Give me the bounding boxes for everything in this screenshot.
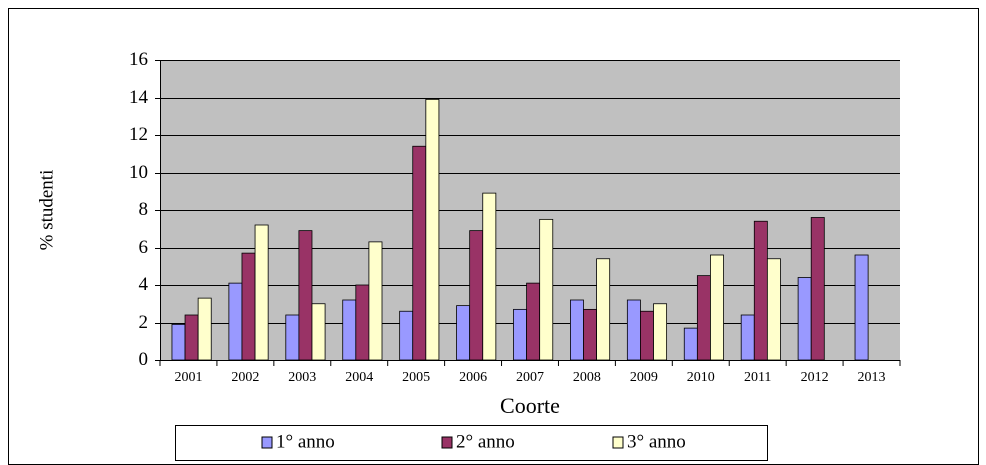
x-tick-label: 2007	[516, 370, 544, 385]
x-tick-label: 2002	[231, 370, 259, 385]
x-tick-label: 2009	[630, 370, 658, 385]
bar	[526, 282, 541, 361]
legend-swatch	[441, 436, 453, 449]
bar	[740, 314, 755, 361]
x-axis-label: Coorte	[500, 393, 560, 418]
bar	[753, 220, 768, 361]
bar	[797, 277, 812, 361]
bar	[583, 308, 597, 361]
legend	[175, 425, 768, 461]
x-tick-label: 2013	[858, 370, 886, 385]
bar	[710, 254, 724, 361]
bar	[355, 284, 370, 361]
x-tick-label: 2001	[174, 370, 202, 385]
bar	[171, 323, 186, 361]
x-tick-label: 2003	[288, 370, 316, 385]
bar	[626, 299, 641, 361]
bar	[482, 192, 497, 361]
bar	[766, 258, 781, 361]
bar	[197, 297, 212, 361]
bar	[596, 258, 611, 361]
bar	[285, 314, 300, 361]
y-tick-label: 0	[139, 349, 149, 370]
bar	[254, 224, 269, 361]
bar	[469, 230, 484, 361]
x-tick-label: 2011	[744, 370, 771, 385]
bar	[513, 308, 527, 361]
bar	[539, 218, 554, 361]
y-tick-label: 12	[129, 124, 148, 145]
y-tick-label: 16	[129, 49, 148, 70]
bar	[228, 282, 243, 361]
bar	[683, 327, 698, 361]
legend-label: 3° anno	[627, 431, 686, 452]
x-tick-label: 2005	[402, 370, 430, 385]
x-tick-label: 2012	[801, 370, 829, 385]
bar	[696, 275, 711, 361]
x-tick-label: 2008	[573, 370, 601, 385]
bar	[342, 299, 357, 361]
bar	[241, 252, 256, 361]
y-tick-label: 10	[129, 162, 148, 183]
y-tick-label: 6	[139, 237, 149, 258]
legend-label: 2° anno	[456, 431, 515, 452]
x-tick-label: 2006	[459, 370, 487, 385]
bar	[456, 305, 471, 361]
y-tick-label: 4	[139, 274, 149, 295]
y-tick-label: 8	[139, 199, 149, 220]
bar	[412, 145, 427, 361]
bar	[368, 241, 383, 361]
bar	[399, 310, 414, 361]
legend-label: 1° anno	[276, 431, 335, 452]
bar	[640, 310, 654, 361]
bar	[653, 303, 668, 361]
x-tick-label: 2010	[687, 370, 715, 385]
y-axis-label: % studenti	[36, 170, 57, 251]
legend-swatch	[612, 436, 624, 449]
bar	[570, 299, 584, 361]
legend-swatch	[261, 436, 273, 449]
y-tick-label: 14	[129, 87, 149, 108]
y-tick-label: 2	[139, 312, 149, 333]
bar	[810, 217, 825, 361]
bar	[854, 254, 869, 361]
x-tick-label: 2004	[345, 370, 373, 385]
bar	[311, 303, 326, 361]
bar	[184, 314, 199, 361]
bar	[298, 230, 313, 361]
bar	[425, 98, 440, 361]
